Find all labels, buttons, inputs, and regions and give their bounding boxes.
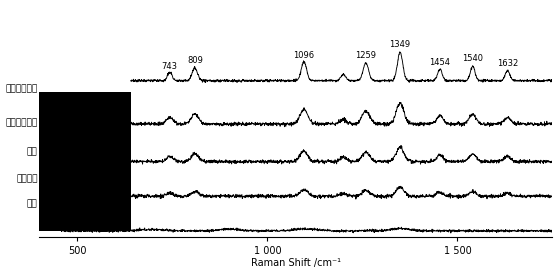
Text: 1096: 1096	[294, 52, 315, 60]
Text: 1632: 1632	[497, 59, 518, 68]
X-axis label: Raman Shift /cm⁻¹: Raman Shift /cm⁻¹	[251, 258, 341, 269]
Text: 复合维生素片: 复合维生素片	[5, 118, 37, 127]
Bar	[40, 92, 131, 231]
Text: 早餐谷物: 早餐谷物	[16, 174, 37, 183]
Bar	[40, 180, 78, 231]
Text: 核黄素标准品: 核黄素标准品	[5, 85, 37, 94]
Text: 809: 809	[187, 56, 203, 65]
Text: 空白: 空白	[27, 199, 37, 208]
Text: 1349: 1349	[389, 40, 411, 49]
Bar	[40, 205, 60, 231]
Bar	[40, 153, 94, 231]
Text: 饱料: 饱料	[27, 147, 37, 156]
Text: 743: 743	[162, 62, 178, 71]
Text: 1454: 1454	[430, 58, 450, 67]
Text: 1259: 1259	[355, 51, 376, 60]
Text: 1540: 1540	[462, 54, 483, 63]
Bar	[40, 124, 112, 231]
